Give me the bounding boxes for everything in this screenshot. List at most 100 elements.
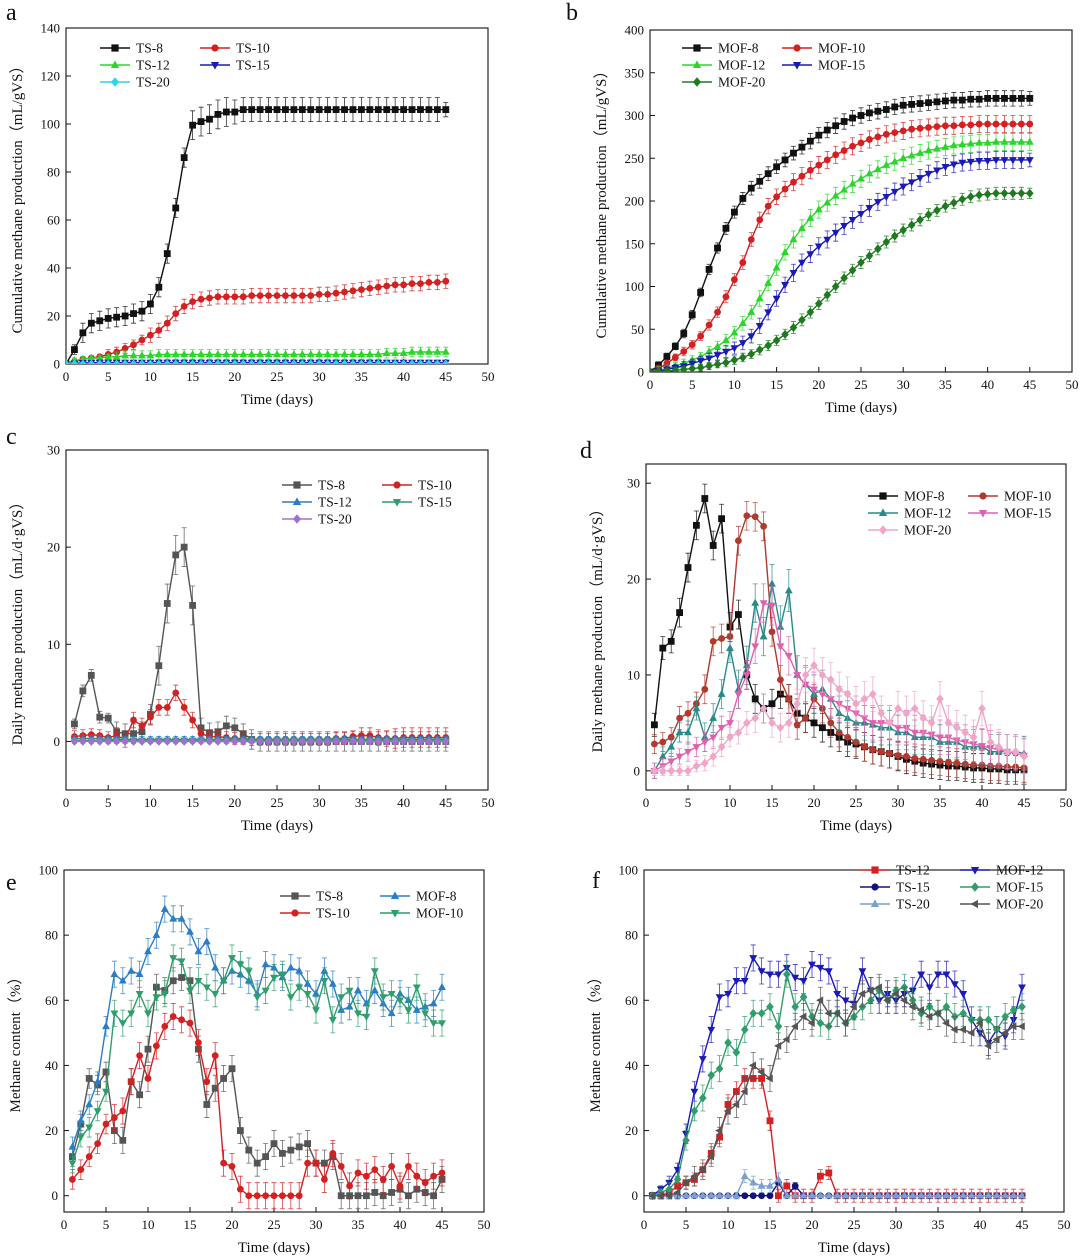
- data-point: [950, 1025, 958, 1034]
- data-point: [764, 170, 772, 178]
- y-tick-label: 60: [45, 993, 58, 1008]
- data-point: [155, 359, 163, 364]
- data-point: [236, 961, 245, 969]
- data-point: [934, 1191, 942, 1199]
- data-point: [743, 512, 751, 520]
- legend-item-mof-8: MOF-8: [682, 41, 759, 56]
- data-point: [155, 326, 163, 334]
- data-point: [713, 352, 722, 360]
- data-point: [222, 359, 231, 364]
- x-tick-label: 25: [271, 795, 284, 810]
- data-point: [874, 107, 882, 115]
- data-point: [958, 194, 967, 204]
- data-point: [866, 109, 873, 117]
- data-point: [789, 323, 798, 333]
- data-point: [312, 1007, 320, 1015]
- data-point: [916, 100, 924, 107]
- data-point: [69, 1176, 76, 1183]
- data-point: [785, 695, 793, 703]
- legend-label: TS-15: [236, 58, 270, 73]
- data-point: [832, 1009, 840, 1018]
- data-point: [774, 1041, 782, 1050]
- data-point: [180, 359, 188, 364]
- data-point: [789, 235, 798, 243]
- data-point: [273, 106, 281, 113]
- data-point: [941, 164, 950, 172]
- data-point: [730, 328, 739, 336]
- data-point: [697, 289, 705, 296]
- legend-item-mof-20: MOF-20: [960, 897, 1044, 912]
- data-point: [152, 930, 161, 938]
- series-ts-20: [66, 359, 450, 364]
- data-point: [222, 736, 231, 746]
- data-point: [188, 359, 197, 364]
- data-point: [992, 1191, 1001, 1199]
- legend-label: TS-8: [318, 478, 345, 493]
- data-point: [798, 172, 806, 180]
- data-point: [684, 564, 692, 571]
- data-point: [245, 1146, 253, 1154]
- data-point: [237, 1127, 244, 1134]
- data-point: [270, 1192, 278, 1200]
- data-point: [127, 966, 136, 974]
- data-point: [734, 611, 742, 618]
- data-point: [650, 721, 658, 729]
- y-tick-label: 0: [638, 365, 645, 380]
- data-point: [205, 736, 214, 746]
- data-point: [739, 195, 747, 202]
- data-point: [357, 106, 365, 113]
- data-point: [777, 676, 784, 684]
- legend-label: MOF-8: [904, 489, 945, 504]
- data-point: [814, 299, 823, 309]
- data-point: [412, 984, 421, 992]
- panel-letter-a: a: [6, 0, 17, 26]
- data-point: [438, 1169, 446, 1177]
- data-point: [756, 216, 764, 224]
- data-point: [882, 106, 890, 113]
- data-point: [742, 672, 751, 680]
- data-point: [340, 736, 349, 746]
- x-tick-label: 40: [974, 1217, 987, 1232]
- data-point: [161, 1022, 169, 1030]
- x-tick-label: 50: [482, 795, 495, 810]
- data-point: [723, 1107, 731, 1115]
- data-point: [102, 1120, 110, 1128]
- data-point: [374, 350, 383, 358]
- data-point: [93, 1108, 102, 1116]
- legend-label: MOF-20: [904, 523, 952, 538]
- data-point: [698, 1056, 707, 1064]
- data-point: [178, 1016, 185, 1024]
- y-tick-label: 0: [54, 357, 61, 372]
- data-point: [919, 755, 927, 763]
- data-point: [740, 1087, 748, 1096]
- data-point: [286, 994, 295, 1002]
- data-point: [772, 295, 781, 303]
- data-point: [303, 990, 312, 999]
- data-point: [345, 1002, 354, 1010]
- data-point: [899, 153, 908, 162]
- data-point: [118, 1020, 127, 1028]
- data-point: [858, 1191, 867, 1199]
- data-point: [442, 106, 450, 113]
- data-point: [320, 1176, 328, 1183]
- data-point: [833, 990, 842, 999]
- data-point: [908, 125, 916, 133]
- data-point: [256, 359, 264, 364]
- legend-d: MOF-8 MOF-10 MOF-12 MOF-15 MOF-20: [868, 489, 1052, 538]
- y-tick-label: 10: [627, 667, 640, 682]
- panel-f: f 0 5 10 15 20 25 30 35 40 45 50 0 20 40 60 80 100 Time (d…: [587, 863, 1071, 1257]
- data-point: [690, 1106, 699, 1116]
- data-point: [177, 914, 186, 922]
- data-point: [155, 736, 163, 746]
- data-point: [256, 350, 265, 358]
- series-line-ts-15: [66, 361, 446, 364]
- data-point: [404, 1192, 412, 1200]
- x-tick-label: 35: [355, 369, 368, 384]
- series-ts-20: [70, 736, 450, 746]
- data-point: [438, 1020, 446, 1028]
- data-point: [202, 984, 211, 992]
- series-ts-8: [71, 527, 450, 752]
- data-point: [433, 359, 442, 364]
